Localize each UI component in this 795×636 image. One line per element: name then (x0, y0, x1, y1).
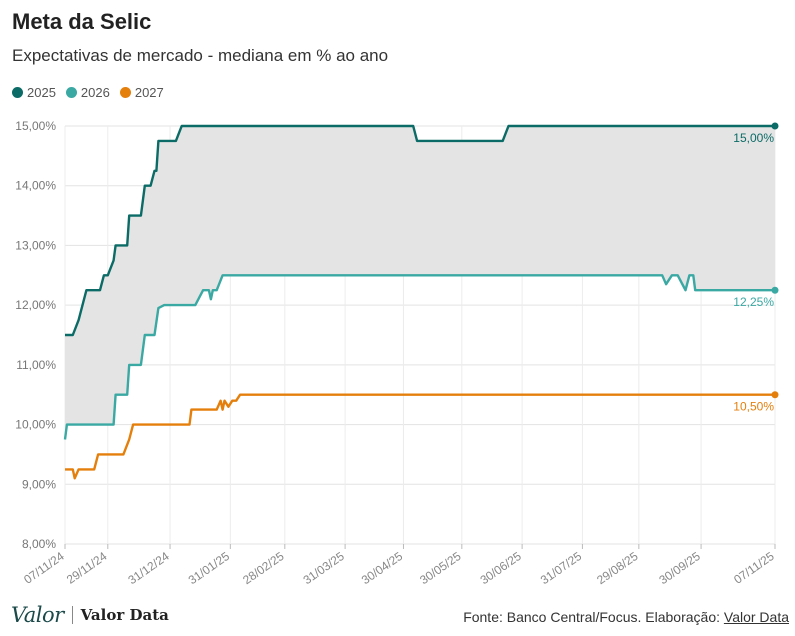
series-line-2027 (65, 393, 775, 480)
end-label-2026: 12,25% (733, 295, 774, 309)
end-marker-2025 (771, 122, 779, 130)
y-tick-label: 10,00% (15, 418, 56, 432)
x-tick-label: 30/06/25 (478, 549, 525, 587)
x-tick-label: 07/11/24 (21, 549, 67, 587)
end-label-2025: 15,00% (733, 131, 774, 145)
y-tick-label: 13,00% (15, 238, 56, 252)
y-tick-label: 14,00% (15, 179, 56, 193)
end-label-2027: 10,50% (733, 400, 774, 414)
end-marker-2026 (771, 286, 779, 294)
x-tick-label: 30/09/25 (657, 549, 704, 587)
series-line-2026 (63, 274, 775, 440)
chart-title: Meta da Selic (12, 9, 152, 34)
x-tick-label: 28/02/25 (240, 549, 287, 587)
legend-label-2026: 2026 (80, 85, 110, 100)
x-tick-label: 31/07/25 (538, 549, 585, 587)
x-tick-label: 31/01/25 (186, 549, 233, 587)
x-tick-label: 29/11/24 (64, 549, 110, 587)
y-tick-label: 12,00% (15, 298, 56, 312)
chart-subtitle: Expectativas de mercado - mediana em % a… (12, 46, 389, 65)
x-tick-label: 31/12/24 (125, 549, 172, 587)
y-tick-label: 8,00% (22, 537, 56, 551)
legend-item-2027: 2027 (119, 85, 164, 100)
source-text: Fonte: Banco Central/Focus. Elaboração: (463, 609, 724, 625)
x-tick-label: 31/03/25 (301, 549, 348, 587)
legend-item-2025: 2025 (12, 85, 56, 100)
legend-dot-2027 (119, 87, 131, 98)
legend-item-2026: 2026 (65, 85, 110, 100)
series-line-2025 (65, 124, 775, 337)
x-tick-label: 07/11/25 (731, 549, 777, 587)
chart-legend: 2025 2026 2027 (12, 85, 174, 100)
range-band (65, 126, 775, 440)
y-tick-label: 11,00% (16, 358, 56, 372)
source-link[interactable]: Valor Data (723, 609, 789, 625)
legend-label-2025: 2025 (27, 85, 56, 100)
legend-dot-2026 (65, 87, 77, 98)
source-note: Fonte: Banco Central/Focus. Elaboração: … (463, 609, 789, 625)
legend-label-2027: 2027 (134, 85, 164, 100)
logo-valor-text: Valor (11, 603, 64, 627)
logo-divider (71, 606, 73, 624)
y-tick-label: 15,00% (15, 119, 56, 133)
valor-logo: Valor Valor Data (11, 603, 169, 627)
x-tick-label: 30/04/25 (359, 549, 406, 587)
legend-dot-2025 (12, 87, 23, 98)
x-tick-label: 29/08/25 (594, 549, 641, 587)
logo-valor-data-text: Valor Data (80, 606, 169, 624)
x-tick-label: 30/05/25 (417, 549, 464, 587)
end-marker-2027 (771, 391, 779, 399)
y-tick-label: 9,00% (22, 477, 56, 491)
